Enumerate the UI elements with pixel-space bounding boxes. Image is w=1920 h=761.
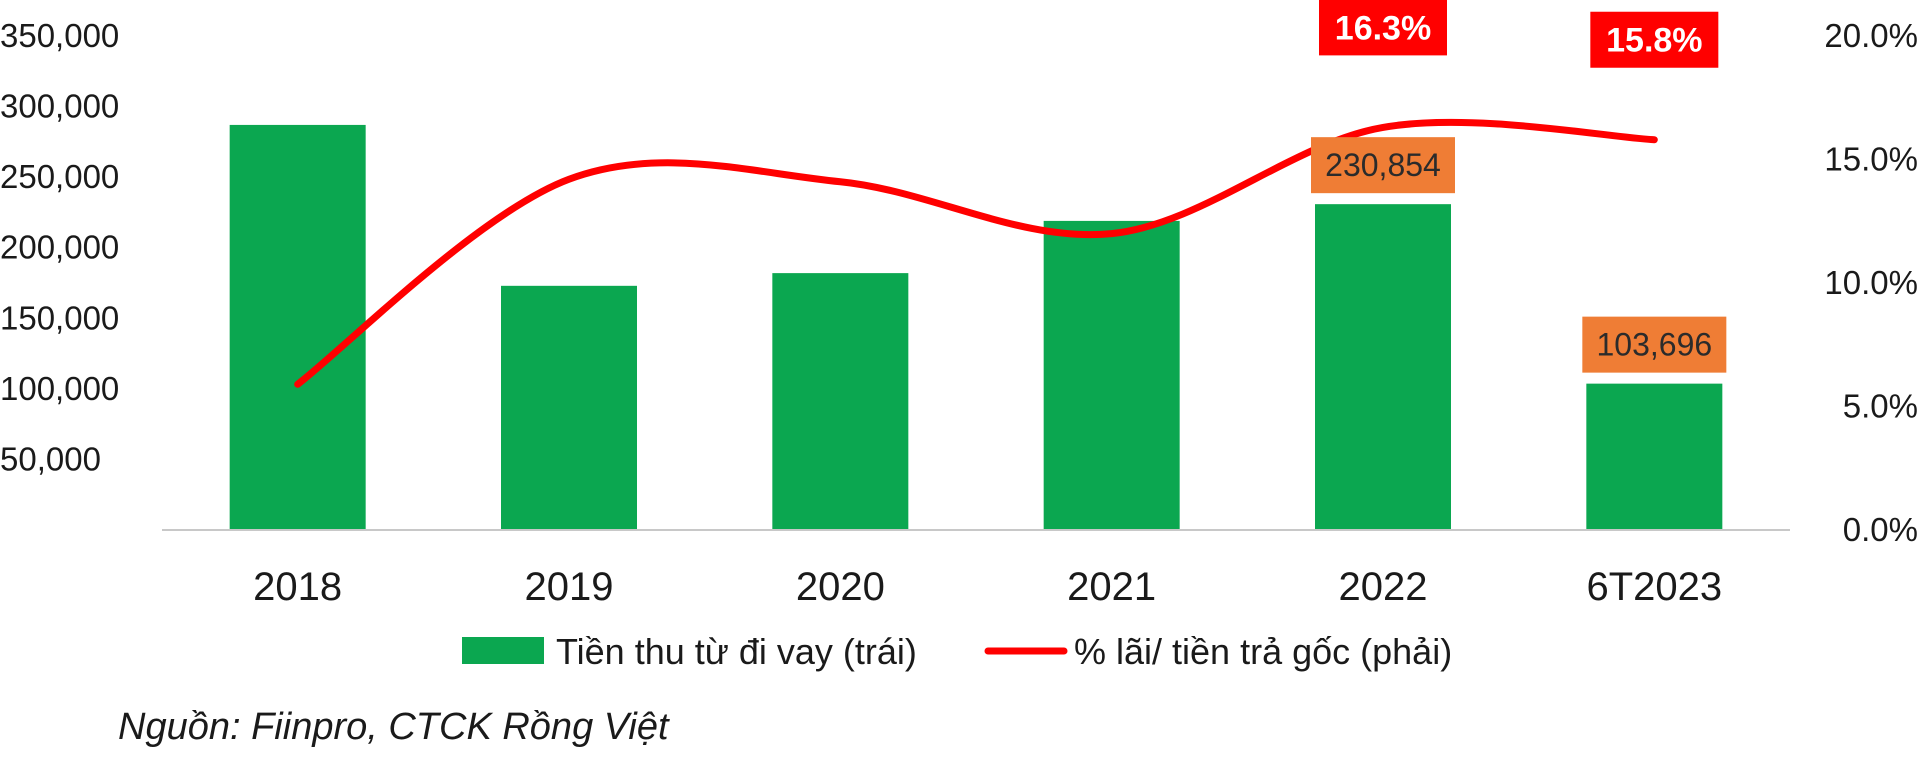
chart: 50,000 100,000 150,000 200,000 250,000 300,00… [0,0,1918,672]
legend-label-line: % lãi/ tiền trả gốc (phải) [1074,631,1452,672]
left-axis-ticks: 50,000 100,000 150,000 200,000 250,000 300,00… [0,17,119,477]
bar-data-label-text: 103,696 [1596,327,1712,363]
bar [1586,383,1723,530]
bars [229,124,1723,531]
left-tick-label: 200,000 [0,229,119,266]
bar-data-label: 230,854 [1311,137,1455,194]
line-data-label-text: 15.8% [1606,22,1702,60]
left-tick-label: 250,000 [0,158,119,195]
source-note: Nguồn: Fiinpro, CTCK Rồng Việt [118,706,669,748]
bar [501,285,637,530]
bar-data-label-text: 230,854 [1325,147,1441,183]
x-tick-label: 2020 [796,565,885,609]
x-tick-label: 2018 [253,565,342,609]
right-tick-label: 0.0% [1843,511,1918,548]
x-tick-label: 2019 [525,565,614,609]
x-axis-ticks: 2018 2019 2020 2021 2022 6T2023 [253,565,1722,609]
bar-data-label-box [1311,137,1455,194]
line-data-labels: 16.3% 15.8% [1319,0,1719,68]
bar [1043,220,1180,530]
right-axis-ticks: 0.0% 5.0% 10.0% 15.0% 20.0% [1824,17,1918,548]
line-data-label: 15.8% [1590,11,1719,68]
bar-data-label: 103,696 [1582,316,1727,373]
left-tick-label: 50,000 [0,440,101,477]
legend: Tiền thu từ đi vay (trái) % lãi/ tiền tr… [462,631,1452,672]
line-series-interest-ratio [294,118,1658,388]
line-data-label-box [1590,11,1719,68]
left-tick-label: 150,000 [0,299,119,336]
left-tick-label: 350,000 [0,17,119,54]
bar [229,124,366,531]
legend-swatch-bar [462,637,544,664]
x-tick-label: 2021 [1067,565,1156,609]
line-data-label-box [1319,0,1447,56]
x-tick-label: 6T2023 [1586,565,1722,609]
left-tick-label: 300,000 [0,88,119,125]
x-tick-label: 2022 [1339,565,1428,609]
right-tick-label: 15.0% [1824,141,1918,178]
right-tick-label: 5.0% [1843,388,1918,425]
left-tick-label: 100,000 [0,370,119,407]
right-tick-label: 20.0% [1824,17,1918,54]
legend-label-bar: Tiền thu từ đi vay (trái) [556,631,917,672]
bar-data-labels: 230,854 103,696 [1311,137,1727,373]
bar [1315,204,1451,530]
bar-data-label-box [1582,316,1727,373]
line-data-label-text: 16.3% [1335,9,1431,47]
bar [772,273,909,530]
right-tick-label: 10.0% [1824,264,1918,301]
line-data-label: 16.3% [1319,0,1447,56]
